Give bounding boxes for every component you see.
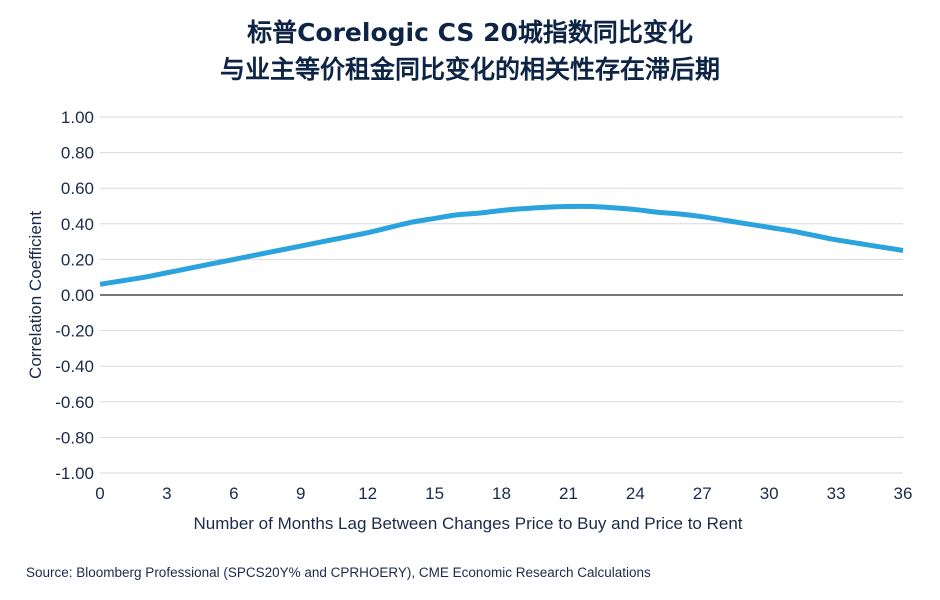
- data-point: [499, 208, 504, 213]
- y-tick-label: 0.40: [61, 215, 94, 234]
- data-point: [566, 204, 571, 209]
- source-note: Source: Bloomberg Professional (SPCS20Y%…: [26, 565, 651, 580]
- y-tick-label: 0.20: [61, 250, 94, 269]
- data-point: [677, 212, 682, 217]
- y-axis-tick-labels: 1.00 0.80 0.60 0.40 0.20 0.00 -0.20 -0.40 -0.60 -…: [55, 108, 94, 483]
- data-point: [164, 270, 169, 275]
- data-point: [365, 230, 370, 235]
- data-point: [410, 220, 415, 225]
- y-tick-label: -0.20: [55, 322, 94, 341]
- data-point: [187, 266, 192, 271]
- data-point: [98, 282, 103, 287]
- x-tick-label: 9: [296, 484, 305, 503]
- x-tick-label: 27: [693, 484, 712, 503]
- data-point: [767, 225, 772, 230]
- y-tick-label: 1.00: [61, 108, 94, 127]
- y-tick-label: -0.40: [55, 357, 94, 376]
- x-tick-label: 33: [827, 484, 846, 503]
- chart-title-line-2: 与业主等价租金同比变化的相关性存在滞后期: [219, 55, 720, 84]
- data-point: [811, 233, 816, 238]
- x-tick-label: 3: [162, 484, 171, 503]
- series-layer: [98, 203, 906, 287]
- y-tick-label: 0.00: [61, 286, 94, 305]
- data-point: [789, 228, 794, 233]
- data-point: [901, 248, 906, 253]
- data-point: [878, 244, 883, 249]
- data-point: [276, 248, 281, 253]
- data-point: [834, 237, 839, 242]
- data-point: [477, 211, 482, 216]
- x-tick-label: 12: [358, 484, 377, 503]
- data-point: [387, 225, 392, 230]
- x-tick-label: 15: [425, 484, 444, 503]
- y-tick-label: -0.80: [55, 428, 94, 447]
- data-point: [722, 218, 727, 223]
- data-point: [454, 212, 459, 217]
- x-axis-tick-labels: 0 3 6 9 12 15 18 21 24 27 30 33 36: [95, 484, 912, 503]
- data-point: [432, 216, 437, 221]
- x-tick-label: 21: [559, 484, 578, 503]
- series-line-correlation: [99, 203, 904, 287]
- y-tick-label: -1.00: [55, 464, 94, 483]
- data-point: [343, 235, 348, 240]
- data-point: [298, 244, 303, 249]
- x-tick-label: 6: [229, 484, 238, 503]
- x-tick-label: 0: [95, 484, 104, 503]
- data-point: [611, 205, 616, 210]
- line-chart: 1.00 0.80 0.60 0.40 0.20 0.00 -0.20 -0.40 -0.60 -…: [26, 108, 912, 533]
- y-tick-label: 0.60: [61, 179, 94, 198]
- data-point: [633, 207, 638, 212]
- y-tick-label: 0.80: [61, 144, 94, 163]
- gridlines: [100, 116, 903, 474]
- y-axis-label: Correlation Coefficient: [26, 211, 45, 379]
- data-point: [120, 278, 125, 283]
- x-axis-label: Number of Months Lag Between Changes Pri…: [193, 514, 742, 533]
- chart-title: 标普Corelogic CS 20城指数同比变化 与业主等价租金同比变化的相关性…: [0, 14, 940, 88]
- data-point: [209, 261, 214, 266]
- data-point: [142, 275, 147, 280]
- x-tick-label: 24: [626, 484, 645, 503]
- x-tick-label: 30: [760, 484, 779, 503]
- y-tick-label: -0.60: [55, 393, 94, 412]
- data-point: [856, 241, 861, 246]
- data-point: [588, 204, 593, 209]
- x-tick-label: 18: [492, 484, 511, 503]
- data-point: [231, 257, 236, 262]
- data-point: [321, 239, 326, 244]
- data-point: [254, 252, 259, 257]
- data-point: [700, 214, 705, 219]
- data-point: [655, 210, 660, 215]
- x-tick-label: 36: [894, 484, 913, 503]
- data-point: [521, 206, 526, 211]
- data-point: [744, 221, 749, 226]
- data-point: [544, 205, 549, 210]
- chart-title-line-1: 标普Corelogic CS 20城指数同比变化: [247, 18, 693, 47]
